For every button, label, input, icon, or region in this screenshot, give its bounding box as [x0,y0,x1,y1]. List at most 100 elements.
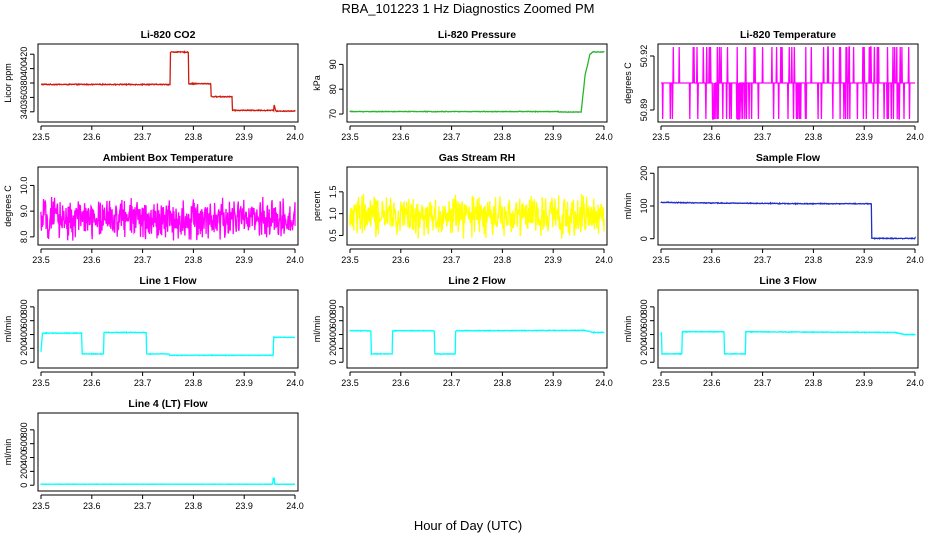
y-tick-label: 600 [19,313,29,328]
y-axis-label: ml/min [312,316,322,343]
figure-x-axis-label: Hour of Day (UTC) [413,518,523,533]
x-tick-label: 23.5 [341,378,359,388]
y-tick-label: 1.0 [328,207,338,220]
chart-panel-9: Line 3 Flow ml/min 23.5 23.6 23.7 23.8 23.9 24.… [623,275,924,388]
panel-title: Li-820 CO2 [141,29,196,41]
plot-frame [346,43,608,123]
x-tick-label: 23.6 [392,132,410,142]
x-tick-label: 24.0 [595,132,613,142]
panel-title: Li-820 Temperature [740,29,836,41]
y-axis-label: percent [312,190,322,221]
x-tick-label: 24.0 [906,378,924,388]
y-tick-label: 1.5 [328,186,338,199]
series-line [349,193,605,239]
y-tick-label: 800 [19,422,29,437]
x-tick-label: 24.0 [286,501,304,511]
series-line [660,330,916,356]
y-tick-label: 0 [639,360,649,365]
chart-panel-5: Gas Stream RH percent 23.5 23.6 23.7 23.8 23.9… [312,152,613,265]
panel-title: Ambient Box Temperature [103,152,234,164]
x-tick-label: 23.6 [83,501,101,511]
x-tick-label: 23.8 [805,255,823,265]
y-tick-label: 200 [328,341,338,356]
x-tick-label: 23.7 [754,255,772,265]
y-axis-label: ml/min [3,439,13,466]
x-tick-label: 23.7 [134,501,152,511]
x-tick-label: 23.6 [703,255,721,265]
x-tick-label: 23.5 [32,132,50,142]
y-tick-label: 400 [19,450,29,465]
x-tick-label: 23.8 [494,378,512,388]
series-line [40,50,296,113]
x-tick-label: 23.8 [185,501,203,511]
series-line [349,50,605,114]
y-axis-label: ml/min [3,316,13,343]
series-line [660,200,916,240]
x-tick-label: 23.5 [32,255,50,265]
x-tick-label: 23.7 [754,378,772,388]
y-axis-label: ml/min [623,316,633,343]
x-tick-label: 23.5 [652,255,670,265]
y-tick-label: 800 [639,299,649,314]
y-tick-label: 600 [639,313,649,328]
panel-title: Gas Stream RH [439,152,515,164]
y-tick-label: 200 [639,341,649,356]
x-tick-label: 23.9 [235,501,253,511]
y-tick-label: 800 [19,299,29,314]
chart-panel-10: Line 4 (LT) Flow ml/min 23.5 23.6 23.7 23.8 23… [3,398,304,511]
x-tick-label: 23.9 [544,132,562,142]
x-tick-label: 23.9 [544,378,562,388]
panel-title: Line 4 (LT) Flow [128,398,208,410]
x-tick-label: 23.8 [805,132,823,142]
y-tick-label: 80 [328,84,338,94]
y-axis-label: ml/min [623,193,633,220]
panel-title: Line 1 Flow [139,275,197,287]
plot-frame [657,166,919,246]
x-tick-label: 23.5 [341,132,359,142]
y-tick-label: 8.0 [19,231,29,244]
x-tick-label: 23.7 [443,255,461,265]
x-tick-label: 23.5 [652,378,670,388]
x-tick-label: 23.9 [855,255,873,265]
x-tick-label: 24.0 [595,255,613,265]
x-tick-label: 23.8 [805,378,823,388]
plot-frame [37,166,299,246]
y-tick-label: 400 [328,327,338,342]
chart-panel-1: Li-820 CO2 Licor ppm 23.5 23.6 23.7 23.8 23.9 2… [3,29,304,142]
panel-title: Li-820 Pressure [438,29,516,41]
y-tick-label: 70 [328,109,338,119]
x-tick-label: 23.9 [544,255,562,265]
y-axis-label: Licor ppm [3,63,13,103]
y-tick-label: 0 [639,236,649,241]
x-tick-label: 23.9 [235,132,253,142]
plot-frame [37,43,299,123]
x-tick-label: 23.6 [83,255,101,265]
x-tick-label: 23.7 [134,132,152,142]
y-tick-label: 9.0 [19,205,29,218]
chart-panel-4: Ambient Box Temperature degrees C 23.5 23.6… [3,152,304,265]
x-tick-label: 23.6 [703,378,721,388]
x-tick-label: 24.0 [906,132,924,142]
panel-title: Line 2 Flow [448,275,506,287]
x-tick-label: 24.0 [595,378,613,388]
x-tick-label: 23.7 [134,255,152,265]
x-tick-label: 23.9 [235,255,253,265]
y-axis-label: kPa [312,75,322,91]
x-tick-label: 23.7 [754,132,772,142]
x-tick-label: 23.6 [703,132,721,142]
y-tick-label: 400 [19,327,29,342]
plot-frame [346,289,608,369]
chart-panel-7: Line 1 Flow ml/min 23.5 23.6 23.7 23.8 23.9 24.… [3,275,304,388]
chart-panel-6: Sample Flow ml/min 23.5 23.6 23.7 23.8 23.9 24.… [623,152,924,265]
x-tick-label: 24.0 [906,255,924,265]
y-tick-label: 400 [639,327,649,342]
y-tick-label: 600 [19,436,29,451]
x-tick-label: 23.6 [392,378,410,388]
x-tick-label: 23.8 [185,378,203,388]
x-tick-label: 23.5 [652,132,670,142]
x-tick-label: 23.6 [392,255,410,265]
plot-frame [346,166,608,246]
chart-panel-8: Line 2 Flow ml/min 23.5 23.6 23.7 23.8 23.9 24.… [312,275,613,388]
y-tick-label: 200 [19,464,29,479]
